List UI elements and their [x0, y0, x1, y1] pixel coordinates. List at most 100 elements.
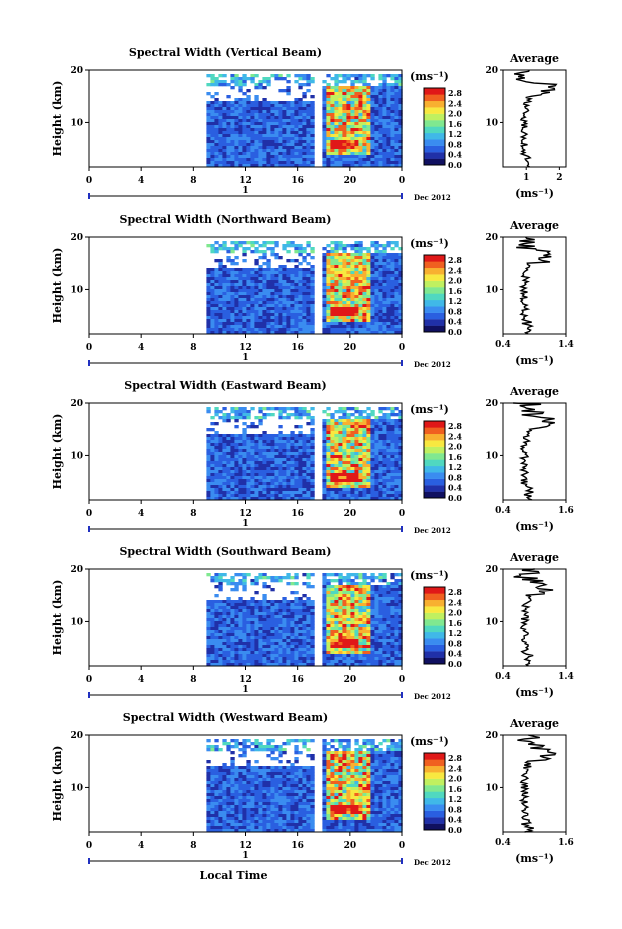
heatmap-cell: [346, 304, 351, 308]
heatmap-cell: [362, 470, 367, 474]
heatmap-cell: [206, 452, 211, 456]
heatmap-cell: [242, 585, 247, 589]
heatmap-cell: [254, 280, 259, 284]
heatmap-cell: [234, 80, 239, 84]
heatmap-cell: [334, 247, 339, 251]
heatmap-cell: [354, 594, 359, 598]
heatmap-cell: [234, 633, 239, 637]
heatmap-cell: [258, 328, 263, 332]
heatmap-cell: [366, 259, 371, 263]
heatmap-cell: [246, 161, 251, 165]
heatmap-cell: [230, 410, 235, 414]
heatmap-cell: [346, 497, 351, 501]
heatmap-cell: [234, 446, 239, 450]
heatmap-cell: [354, 256, 359, 260]
heatmap-cell: [250, 74, 255, 78]
heatmap-cell: [322, 470, 327, 474]
heatmap-cell: [378, 301, 383, 305]
heatmap-cell: [362, 101, 367, 105]
heatmap-cell: [270, 158, 275, 162]
colorbar-tick-label: 0.4: [448, 150, 462, 160]
heatmap-cell: [206, 277, 211, 281]
heatmap-cell: [262, 443, 267, 447]
heatmap-cell: [294, 488, 299, 492]
heatmap-cell: [306, 241, 311, 245]
heatmap-cell: [306, 470, 311, 474]
heatmap-cell: [362, 449, 367, 453]
heatmap-cell: [330, 95, 335, 99]
heatmap-cell: [398, 630, 403, 634]
heatmap-cell: [310, 491, 315, 495]
heatmap-cell: [338, 476, 343, 480]
heatmap-cell: [358, 164, 363, 168]
heatmap-cell: [274, 636, 279, 640]
heatmap-cell: [258, 107, 263, 111]
heatmap-cell: [282, 125, 287, 129]
heatmap-cell: [206, 125, 211, 129]
heatmap-cell: [322, 473, 327, 477]
heatmap-cell: [266, 624, 271, 628]
heatmap-cell: [398, 259, 403, 263]
average-frame: [502, 236, 567, 335]
heatmap-cell: [274, 606, 279, 610]
average-xlabel: (ms⁻¹): [515, 187, 554, 200]
heatmap-cell: [262, 437, 267, 441]
heatmap-cell: [370, 425, 375, 429]
heatmap-cell: [258, 149, 263, 153]
heatmap-cell: [342, 479, 347, 483]
heatmap-cell: [322, 627, 327, 631]
heatmap-cell: [270, 413, 275, 417]
heatmap-cell: [282, 110, 287, 114]
heatmap-cell: [290, 158, 295, 162]
heatmap-cell: [226, 328, 231, 332]
heatmap-cell: [274, 633, 279, 637]
heatmap-cell: [290, 101, 295, 105]
heatmap-cell: [278, 416, 283, 420]
heatmap-cell: [386, 603, 391, 607]
heatmap-cell: [282, 482, 287, 486]
heatmap-cell: [394, 422, 399, 426]
heatmap-cell: [210, 101, 215, 105]
heatmap-cell: [206, 113, 211, 117]
heatmap-cell: [390, 467, 395, 471]
heatmap-cell: [210, 77, 215, 81]
heatmap-cell: [330, 461, 335, 465]
heatmap-cell: [330, 152, 335, 156]
heatmap-cell: [242, 101, 247, 105]
heatmap-cell: [354, 588, 359, 592]
heatmap-cell: [386, 627, 391, 631]
heatmap-cell: [250, 161, 255, 165]
heatmap-cell: [342, 615, 347, 619]
heatmap-cell: [370, 494, 375, 498]
heatmap-cell: [302, 437, 307, 441]
heatmap-cell: [386, 479, 391, 483]
heatmap-cell: [330, 265, 335, 269]
heatmap-cell: [346, 618, 351, 622]
heatmap-cell: [386, 119, 391, 123]
heatmap-cell: [370, 104, 375, 108]
heatmap-cell: [270, 331, 275, 335]
heatmap-cell: [394, 413, 399, 417]
heatmap-cell: [370, 639, 375, 643]
heatmap-cell: [218, 576, 223, 580]
heatmap-cell: [346, 431, 351, 435]
heatmap-cell: [362, 104, 367, 108]
heatmap-cell: [278, 137, 283, 141]
heatmap-cell: [342, 101, 347, 105]
heatmap-cell: [398, 119, 403, 123]
heatmap-cell: [394, 606, 399, 610]
heatmap-cell: [370, 280, 375, 284]
average-y-tick-label: 20: [485, 66, 498, 76]
heatmap-cell: [342, 325, 347, 329]
heatmap-cell: [310, 319, 315, 323]
heatmap-cell: [326, 488, 331, 492]
heatmap-cell: [326, 98, 331, 102]
heatmap-cell: [390, 618, 395, 622]
heatmap-cell: [362, 497, 367, 501]
heatmap-cell: [254, 313, 259, 317]
heatmap-cell: [306, 636, 311, 640]
heatmap-cell: [342, 627, 347, 631]
heatmap-cell: [230, 642, 235, 646]
heatmap-cell: [334, 419, 339, 423]
heatmap-cell: [286, 74, 291, 78]
